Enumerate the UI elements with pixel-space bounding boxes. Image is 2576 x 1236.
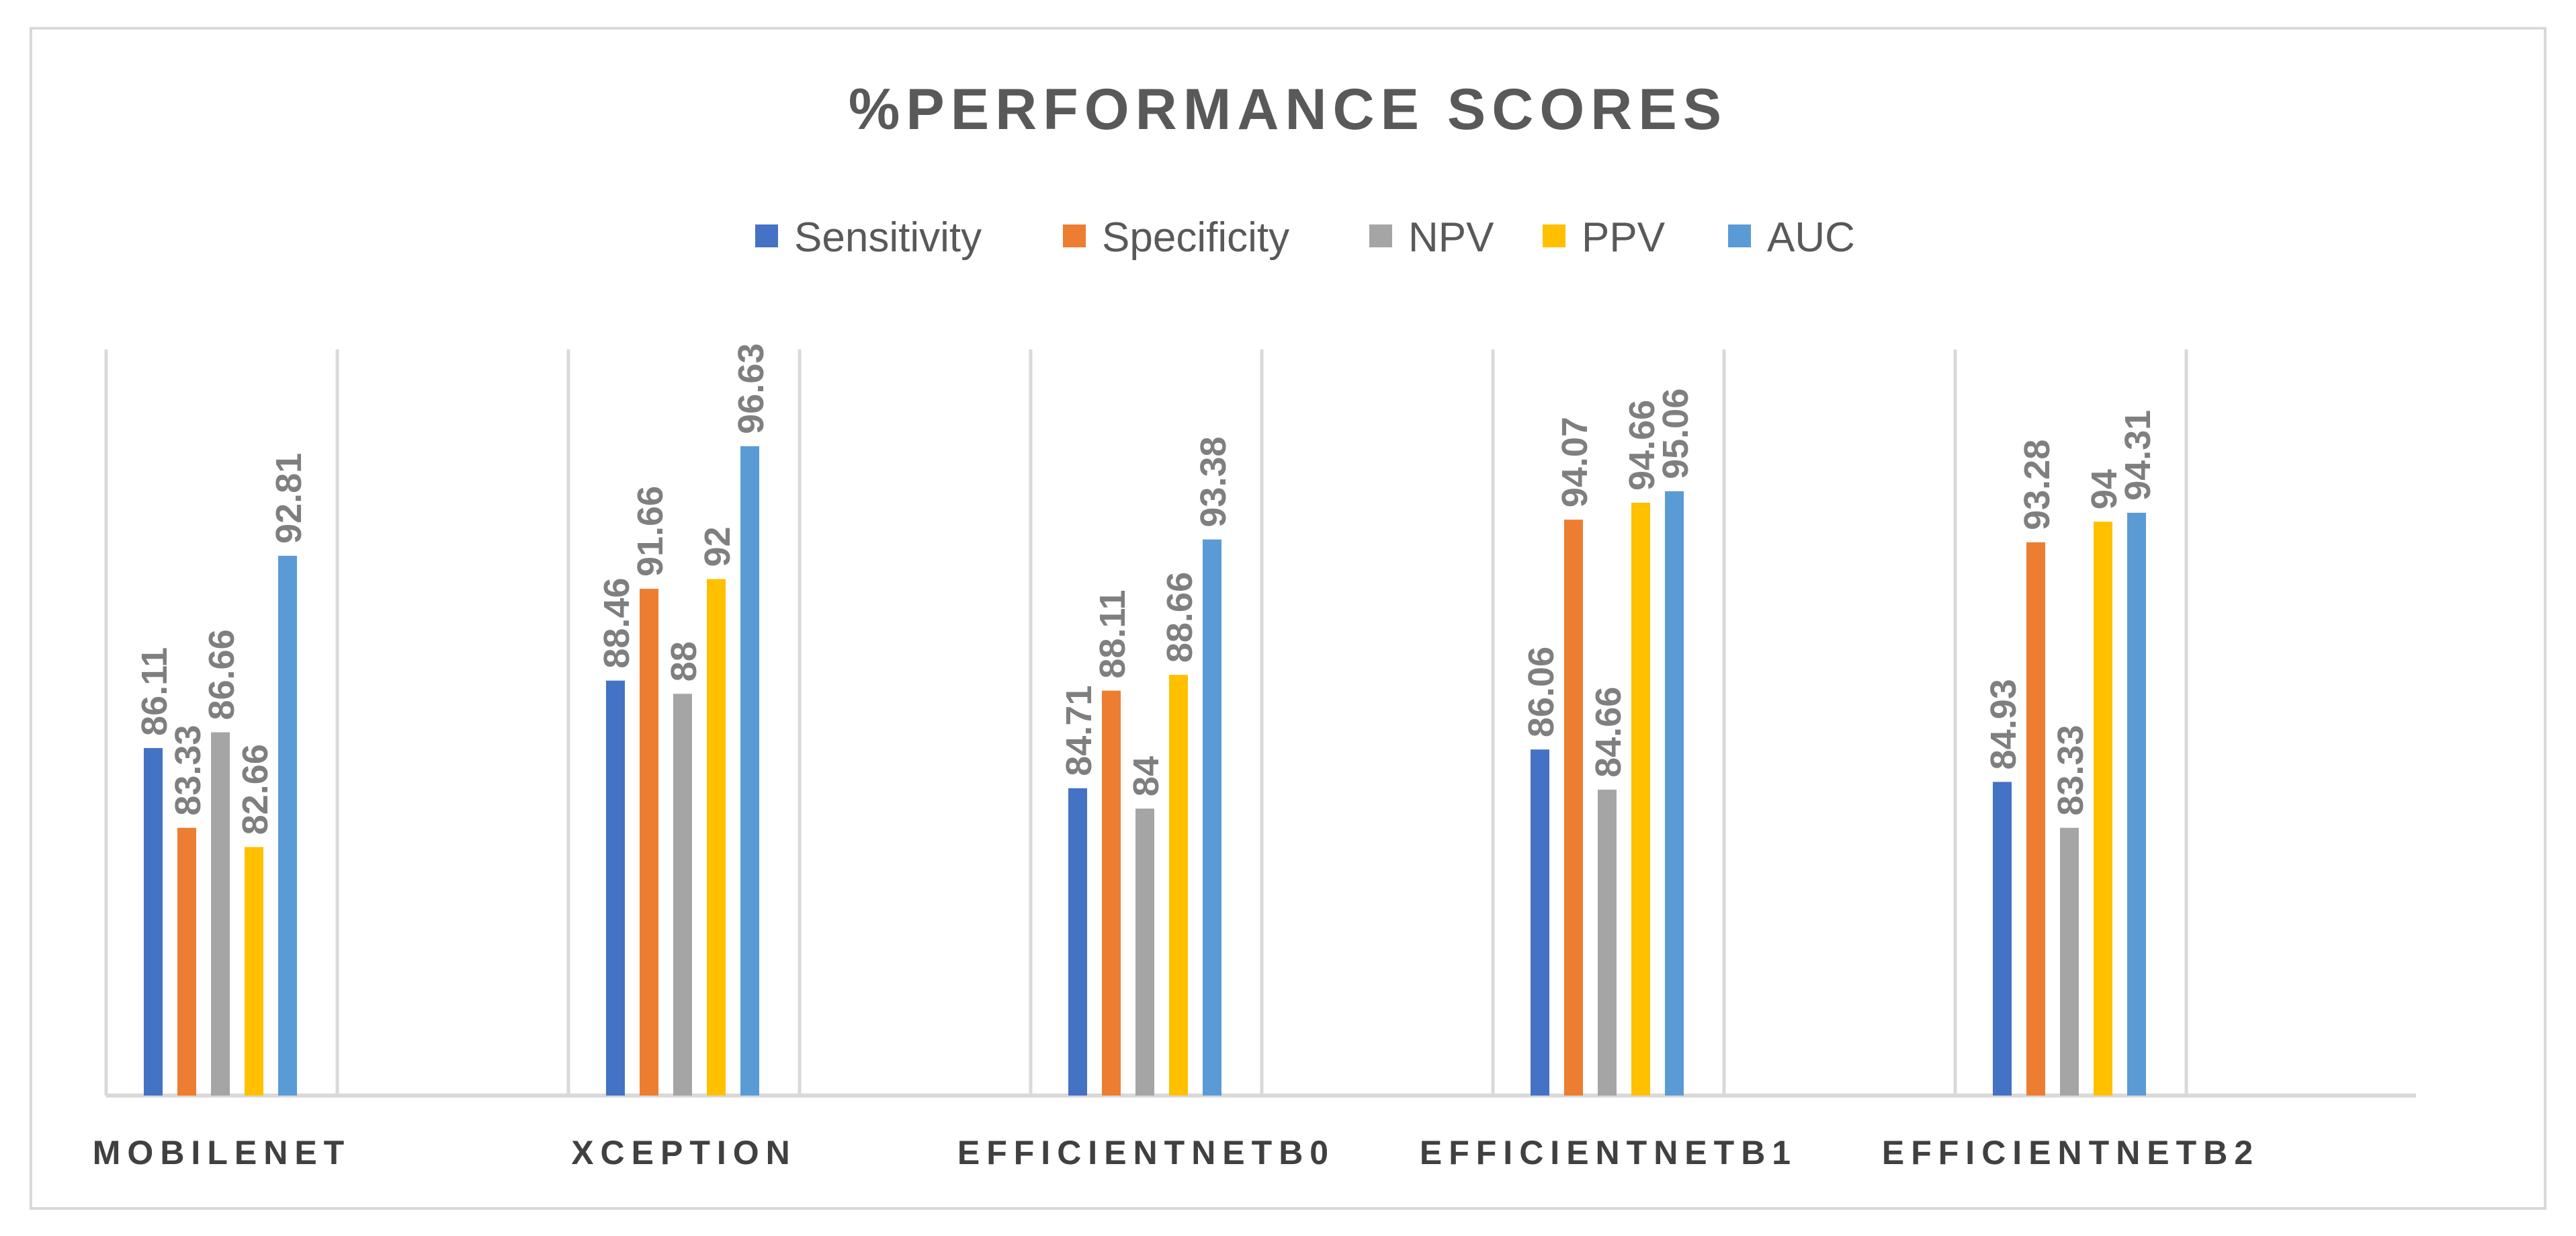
data-label-auc-xception: 96.63 bbox=[731, 343, 771, 434]
bar-specificity-mobilenet bbox=[177, 827, 196, 1096]
data-label-specificity-efficientnetb1: 94.07 bbox=[1555, 417, 1595, 507]
data-label-npv-xception: 88 bbox=[664, 641, 704, 682]
bar-ppv-efficientnetb0 bbox=[1169, 675, 1188, 1096]
category-label-efficientnetb1: EFFICIENTNETB1 bbox=[1420, 1134, 1797, 1171]
data-label-specificity-efficientnetb2: 93.28 bbox=[2017, 440, 2057, 530]
bar-npv-xception bbox=[673, 694, 692, 1096]
data-label-specificity-mobilenet: 83.33 bbox=[168, 725, 208, 816]
bar-auc-xception bbox=[740, 446, 759, 1096]
data-label-specificity-efficientnetb0: 88.11 bbox=[1092, 589, 1133, 678]
data-label-sensitivity-efficientnetb0: 84.71 bbox=[1059, 686, 1099, 776]
data-label-npv-efficientnetb2: 83.33 bbox=[2051, 725, 2091, 816]
data-label-sensitivity-efficientnetb1: 86.06 bbox=[1521, 647, 1561, 737]
bar-ppv-efficientnetb1 bbox=[1631, 502, 1650, 1096]
data-label-ppv-efficientnetb2: 94 bbox=[2084, 469, 2124, 509]
bar-npv-efficientnetb2 bbox=[2060, 827, 2079, 1096]
bars bbox=[144, 446, 2146, 1096]
bar-specificity-efficientnetb0 bbox=[1102, 690, 1121, 1096]
data-label-specificity-xception: 91.66 bbox=[630, 486, 671, 577]
legend: Sensitivity Specificity NPV PPV AUC bbox=[755, 214, 1855, 261]
category-label-efficientnetb0: EFFICIENTNETB0 bbox=[957, 1134, 1335, 1171]
bar-ppv-mobilenet bbox=[245, 847, 263, 1096]
bar-auc-efficientnetb0 bbox=[1203, 539, 1221, 1096]
bar-specificity-efficientnetb1 bbox=[1564, 520, 1583, 1096]
data-label-sensitivity-xception: 88.46 bbox=[597, 578, 637, 669]
legend-swatch-ppv bbox=[1543, 224, 1565, 247]
data-label-ppv-xception: 92 bbox=[697, 526, 738, 567]
bar-npv-mobilenet bbox=[211, 732, 230, 1096]
legend-label-sensitivity: Sensitivity bbox=[794, 214, 982, 261]
bar-npv-efficientnetb1 bbox=[1598, 789, 1617, 1096]
data-labels: 86.1183.3386.6682.6692.8188.4691.6688929… bbox=[134, 343, 2158, 835]
bar-auc-mobilenet bbox=[278, 555, 297, 1096]
data-label-ppv-mobilenet: 82.66 bbox=[235, 744, 275, 835]
bar-specificity-xception bbox=[640, 589, 658, 1096]
data-label-auc-efficientnetb0: 93.38 bbox=[1193, 436, 1234, 527]
legend-swatch-npv bbox=[1369, 224, 1392, 247]
category-label-mobilenet: MOBILENET bbox=[93, 1134, 351, 1171]
legend-label-specificity: Specificity bbox=[1102, 214, 1289, 261]
bar-sensitivity-mobilenet bbox=[144, 747, 163, 1096]
legend-label-ppv: PPV bbox=[1582, 214, 1666, 261]
category-labels: MOBILENET XCEPTION EFFICIENTNETB0 EFFICIENT… bbox=[93, 1134, 2260, 1171]
category-label-efficientnetb2: EFFICIENTNETB2 bbox=[1882, 1134, 2260, 1171]
bar-sensitivity-xception bbox=[606, 680, 625, 1096]
data-label-npv-efficientnetb1: 84.66 bbox=[1588, 687, 1629, 778]
chart-title: %PERFORMANCE SCORES bbox=[849, 77, 1727, 142]
data-label-auc-efficientnetb2: 94.31 bbox=[2118, 410, 2158, 501]
bar-npv-efficientnetb0 bbox=[1135, 809, 1154, 1096]
category-label-xception: XCEPTION bbox=[571, 1134, 797, 1171]
data-label-npv-efficientnetb0: 84 bbox=[1126, 756, 1166, 796]
data-label-auc-mobilenet: 92.81 bbox=[269, 453, 309, 544]
data-label-sensitivity-mobilenet: 86.11 bbox=[134, 647, 175, 736]
bar-auc-efficientnetb2 bbox=[2127, 512, 2146, 1096]
bar-auc-efficientnetb1 bbox=[1665, 491, 1684, 1096]
bar-ppv-efficientnetb2 bbox=[2094, 522, 2112, 1096]
bar-specificity-efficientnetb2 bbox=[2026, 542, 2045, 1096]
data-label-npv-mobilenet: 86.66 bbox=[202, 629, 242, 720]
legend-swatch-auc bbox=[1728, 224, 1751, 247]
bar-ppv-xception bbox=[707, 579, 726, 1096]
data-label-ppv-efficientnetb0: 88.66 bbox=[1160, 572, 1200, 663]
bar-sensitivity-efficientnetb0 bbox=[1068, 788, 1087, 1096]
data-label-ppv-efficientnetb1: 94.66 bbox=[1622, 400, 1662, 491]
bar-sensitivity-efficientnetb1 bbox=[1531, 749, 1549, 1096]
chart-frame bbox=[30, 27, 2546, 1210]
data-label-sensitivity-efficientnetb2: 84.93 bbox=[1983, 679, 2024, 770]
legend-swatch-sensitivity bbox=[755, 224, 778, 247]
legend-swatch-specificity bbox=[1063, 224, 1086, 247]
gridlines bbox=[104, 349, 2416, 1098]
legend-label-npv: NPV bbox=[1408, 214, 1494, 261]
legend-label-auc: AUC bbox=[1767, 214, 1855, 261]
bar-sensitivity-efficientnetb2 bbox=[1993, 782, 2012, 1096]
data-label-auc-efficientnetb1: 95.06 bbox=[1656, 388, 1696, 479]
